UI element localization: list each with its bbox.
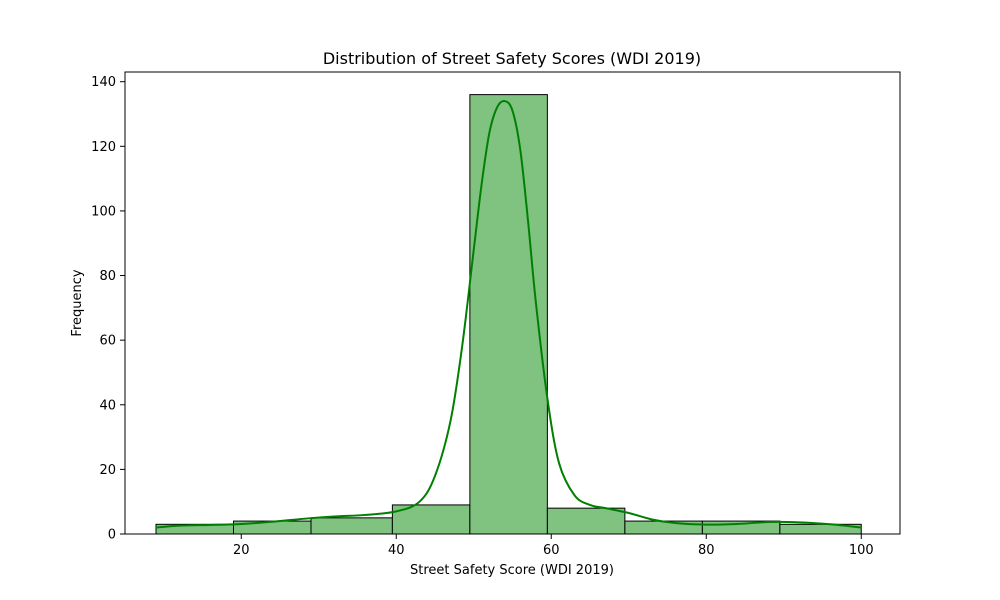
histogram-bar-4: [469, 94, 548, 535]
y-tick-label: 140: [91, 75, 116, 90]
y-tick-label: 40: [99, 398, 116, 413]
chart-title: Distribution of Street Safety Scores (WD…: [323, 49, 701, 68]
histogram-bar-5: [546, 507, 626, 535]
y-axis: 0 20 40 60 80 100 120 140: [91, 75, 125, 543]
y-tick-label: 120: [91, 140, 116, 155]
histogram-bar-6: [624, 520, 703, 535]
y-tick-label: 60: [99, 334, 116, 349]
x-tick-label: 20: [233, 543, 250, 558]
y-tick-label: 0: [108, 528, 116, 543]
kde-curve: [155, 99, 862, 529]
x-tick-label: 100: [849, 543, 874, 558]
x-axis: 20 40 60 80 100: [233, 534, 874, 558]
x-axis-title: Street Safety Score (WDI 2019): [410, 563, 614, 578]
plot-frame: [124, 71, 901, 535]
x-tick-label: 60: [543, 543, 560, 558]
y-tick-label: 80: [99, 269, 116, 284]
histogram-bar-2: [310, 517, 393, 535]
x-tick-label: 40: [388, 543, 405, 558]
kde-layer: [155, 99, 862, 529]
y-tick-label: 100: [91, 204, 116, 219]
x-tick-label: 80: [698, 543, 715, 558]
bars-layer: [155, 94, 862, 535]
y-axis-title: Frequency: [70, 269, 85, 336]
y-tick-label: 20: [99, 463, 116, 478]
